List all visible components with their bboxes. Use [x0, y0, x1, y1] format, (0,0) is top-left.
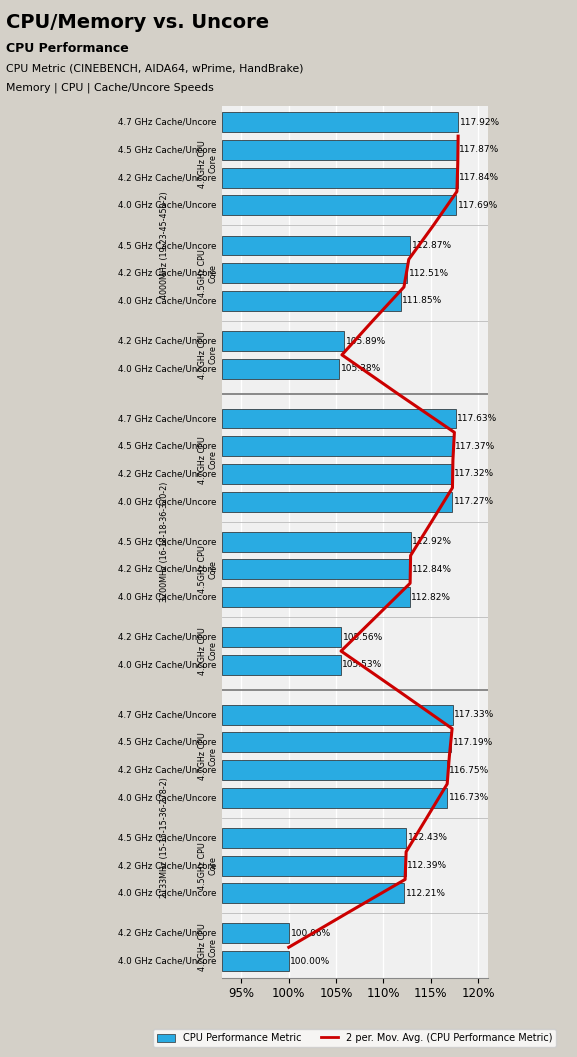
Text: 4.2 GHz Cache/Uncore: 4.2 GHz Cache/Uncore	[118, 861, 216, 870]
Bar	[222, 587, 410, 607]
Text: 4.0 GHz Cache/Uncore: 4.0 GHz Cache/Uncore	[118, 365, 216, 373]
Text: 4.5 GHz Cache/Uncore: 4.5 GHz Cache/Uncore	[118, 146, 216, 154]
Text: 4000MHz (19-23-45-450-2): 4000MHz (19-23-45-450-2)	[160, 191, 169, 299]
Text: 4.2 GHz Cache/Uncore: 4.2 GHz Cache/Uncore	[118, 929, 216, 938]
Text: 4.5GHz CPU
Core: 4.5GHz CPU Core	[198, 841, 218, 890]
Bar	[222, 532, 411, 552]
Text: 105.53%: 105.53%	[342, 661, 383, 669]
Text: CPU Metric (CINEBENCH, AIDA64, wPrime, HandBrake): CPU Metric (CINEBENCH, AIDA64, wPrime, H…	[6, 63, 304, 73]
Text: 116.73%: 116.73%	[448, 794, 489, 802]
Text: 4.0 GHz Cache/Uncore: 4.0 GHz Cache/Uncore	[118, 497, 216, 506]
Text: 4.2 GHz Cache/Uncore: 4.2 GHz Cache/Uncore	[118, 633, 216, 642]
Bar	[222, 331, 344, 351]
Bar	[222, 884, 404, 904]
Text: 100.06%: 100.06%	[290, 929, 331, 938]
Text: 4.2 GHz Cache/Uncore: 4.2 GHz Cache/Uncore	[118, 268, 216, 278]
Text: 116.75%: 116.75%	[449, 765, 489, 775]
Text: 4.0 GHz Cache/Uncore: 4.0 GHz Cache/Uncore	[118, 794, 216, 802]
Text: 4.5 GHz Cache/Uncore: 4.5 GHz Cache/Uncore	[118, 833, 216, 842]
Bar	[222, 733, 451, 753]
Text: 4.5 GHz Cache/Uncore: 4.5 GHz Cache/Uncore	[118, 537, 216, 546]
Text: 112.87%: 112.87%	[412, 241, 452, 251]
Bar	[222, 924, 289, 944]
Text: 4.5 GHz Cache/Uncore: 4.5 GHz Cache/Uncore	[118, 738, 216, 747]
Text: 4.2 GHz Cache/Uncore: 4.2 GHz Cache/Uncore	[118, 336, 216, 346]
Text: 4.0 GHz Cache/Uncore: 4.0 GHz Cache/Uncore	[118, 957, 216, 966]
Text: 4.7 GHz Cache/Uncore: 4.7 GHz Cache/Uncore	[118, 117, 216, 127]
Bar	[222, 464, 453, 484]
Text: CPU Performance: CPU Performance	[6, 42, 129, 55]
Text: 4.2 GHz Cache/Uncore: 4.2 GHz Cache/Uncore	[118, 765, 216, 775]
Bar	[222, 263, 407, 283]
Bar	[222, 705, 453, 725]
Bar	[222, 409, 456, 428]
Text: 117.33%: 117.33%	[454, 710, 494, 719]
Text: 117.27%: 117.27%	[454, 497, 494, 506]
Text: 4.5GHz CPU
Core: 4.5GHz CPU Core	[198, 545, 218, 593]
Text: 4.7GHz CPU
Core: 4.7GHz CPU Core	[198, 437, 218, 484]
Bar	[222, 358, 339, 378]
Text: 117.87%: 117.87%	[459, 146, 500, 154]
Text: 4.2GHz CPU
Core: 4.2GHz CPU Core	[198, 924, 218, 971]
Bar	[222, 492, 452, 512]
Text: 4.0 GHz Cache/Uncore: 4.0 GHz Cache/Uncore	[118, 593, 216, 601]
Text: Memory | CPU | Cache/Uncore Speeds: Memory | CPU | Cache/Uncore Speeds	[6, 82, 213, 93]
Bar	[222, 655, 341, 674]
Bar	[222, 856, 406, 875]
Text: 4.2 GHz Cache/Uncore: 4.2 GHz Cache/Uncore	[118, 564, 216, 574]
Text: 4.0 GHz Cache/Uncore: 4.0 GHz Cache/Uncore	[118, 201, 216, 210]
Text: 112.21%: 112.21%	[406, 889, 445, 897]
Text: 117.32%: 117.32%	[454, 469, 494, 479]
Bar	[222, 112, 458, 132]
Bar	[222, 291, 401, 311]
Text: 105.56%: 105.56%	[343, 633, 383, 642]
Text: 112.82%: 112.82%	[411, 593, 451, 601]
Text: 117.37%: 117.37%	[455, 442, 495, 450]
Bar	[222, 760, 447, 780]
Text: 3200MHz (16-18-18-36-320-2): 3200MHz (16-18-18-36-320-2)	[160, 482, 169, 601]
Text: 4.2 GHz Cache/Uncore: 4.2 GHz Cache/Uncore	[118, 173, 216, 182]
Text: 117.84%: 117.84%	[459, 173, 499, 182]
Text: 105.38%: 105.38%	[341, 365, 381, 373]
Bar	[222, 828, 406, 848]
Bar	[222, 236, 410, 256]
Text: 117.63%: 117.63%	[457, 414, 497, 423]
Bar	[222, 196, 456, 216]
Text: 4.0 GHz Cache/Uncore: 4.0 GHz Cache/Uncore	[118, 889, 216, 897]
Text: 4.0 GHz Cache/Uncore: 4.0 GHz Cache/Uncore	[118, 661, 216, 669]
Text: 4.7 GHz Cache/Uncore: 4.7 GHz Cache/Uncore	[118, 710, 216, 719]
Text: 100.00%: 100.00%	[290, 957, 330, 966]
Text: 4.5 GHz Cache/Uncore: 4.5 GHz Cache/Uncore	[118, 241, 216, 251]
Text: 4.2GHz CPU
Core: 4.2GHz CPU Core	[198, 627, 218, 675]
Text: 4.7 GHz Cache/Uncore: 4.7 GHz Cache/Uncore	[118, 414, 216, 423]
Text: 4.5 GHz Cache/Uncore: 4.5 GHz Cache/Uncore	[118, 442, 216, 450]
Text: 4.7GHz CPU
Core: 4.7GHz CPU Core	[198, 140, 218, 188]
Bar	[222, 168, 458, 188]
Bar	[222, 437, 453, 457]
Text: 117.92%: 117.92%	[460, 117, 500, 127]
Text: 117.19%: 117.19%	[453, 738, 493, 747]
Text: 4.2 GHz Cache/Uncore: 4.2 GHz Cache/Uncore	[118, 469, 216, 479]
Text: 4.0 GHz Cache/Uncore: 4.0 GHz Cache/Uncore	[118, 296, 216, 305]
Text: 112.39%: 112.39%	[407, 861, 448, 870]
Bar	[222, 951, 288, 971]
Bar	[222, 627, 341, 647]
Text: 2133MHz (15-15-15-36-278-2): 2133MHz (15-15-15-36-278-2)	[160, 778, 169, 898]
Text: 105.89%: 105.89%	[346, 336, 386, 346]
Bar	[222, 787, 447, 808]
Text: CPU/Memory vs. Uncore: CPU/Memory vs. Uncore	[6, 13, 269, 32]
Legend: CPU Performance Metric, 2 per. Mov. Avg. (CPU Performance Metric): CPU Performance Metric, 2 per. Mov. Avg.…	[153, 1030, 556, 1047]
Text: 112.92%: 112.92%	[413, 537, 452, 546]
Text: 112.84%: 112.84%	[411, 564, 452, 574]
Text: 112.51%: 112.51%	[409, 268, 449, 278]
Text: 4.2GHz CPU
Core: 4.2GHz CPU Core	[198, 331, 218, 378]
Text: 4.5GHz CPU
Core: 4.5GHz CPU Core	[198, 249, 218, 297]
Text: 112.43%: 112.43%	[408, 833, 448, 842]
Text: 117.69%: 117.69%	[458, 201, 498, 210]
Bar	[222, 559, 410, 579]
Text: 111.85%: 111.85%	[402, 296, 443, 305]
Bar	[222, 140, 458, 160]
Text: 4.7GHz CPU
Core: 4.7GHz CPU Core	[198, 733, 218, 780]
